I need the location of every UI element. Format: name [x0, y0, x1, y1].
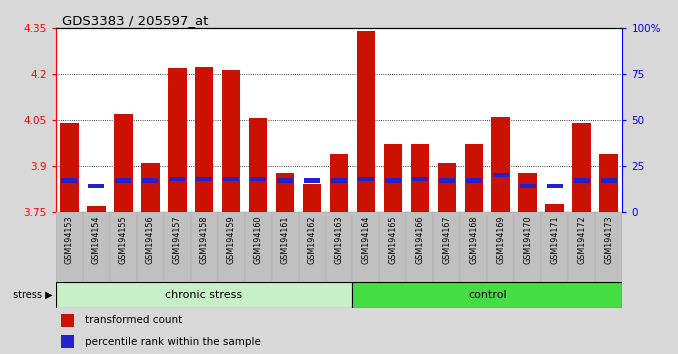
Text: GSM194169: GSM194169	[496, 215, 505, 264]
Bar	[196, 177, 212, 181]
Bar	[56, 282, 353, 308]
Bar	[380, 212, 407, 282]
Bar	[433, 212, 460, 282]
Bar	[466, 178, 482, 183]
Bar	[61, 178, 77, 183]
Bar	[331, 178, 347, 183]
Bar	[353, 282, 622, 308]
Bar	[385, 178, 401, 183]
Bar	[492, 117, 511, 212]
Bar	[515, 212, 542, 282]
Bar	[410, 144, 429, 212]
Bar	[110, 212, 136, 282]
Bar	[542, 212, 568, 282]
Bar	[142, 178, 158, 183]
Bar	[302, 184, 321, 212]
Text: GSM194158: GSM194158	[199, 215, 209, 264]
Bar	[439, 178, 455, 183]
Bar	[358, 177, 374, 181]
Bar	[384, 144, 403, 212]
Bar	[460, 212, 487, 282]
Text: GSM194172: GSM194172	[578, 215, 586, 264]
Text: GSM194159: GSM194159	[226, 215, 235, 264]
Bar	[353, 212, 380, 282]
Text: GSM194170: GSM194170	[523, 215, 532, 264]
Bar	[223, 177, 239, 181]
Text: GSM194171: GSM194171	[551, 215, 559, 264]
Text: GSM194156: GSM194156	[146, 215, 155, 264]
Bar	[140, 163, 159, 212]
Bar	[191, 212, 218, 282]
Text: GSM194153: GSM194153	[64, 215, 74, 264]
Bar	[493, 173, 509, 177]
Bar	[60, 123, 79, 212]
Text: GSM194155: GSM194155	[119, 215, 127, 264]
Bar	[87, 206, 106, 212]
Bar	[222, 70, 241, 212]
Bar	[271, 212, 298, 282]
Bar	[572, 123, 591, 212]
Bar	[464, 144, 483, 212]
Bar	[520, 184, 536, 188]
Bar	[275, 173, 294, 212]
Text: GSM194157: GSM194157	[173, 215, 182, 264]
Bar	[330, 154, 348, 212]
Bar	[163, 212, 191, 282]
Text: chronic stress: chronic stress	[165, 290, 243, 300]
Bar	[357, 32, 376, 212]
Bar	[595, 212, 622, 282]
Bar	[61, 314, 74, 327]
Bar	[218, 212, 245, 282]
Bar	[568, 212, 595, 282]
Bar	[114, 114, 132, 212]
Text: GDS3383 / 205597_at: GDS3383 / 205597_at	[62, 13, 209, 27]
Bar	[83, 212, 110, 282]
Bar	[519, 173, 538, 212]
Bar	[547, 184, 563, 188]
Bar	[599, 154, 618, 212]
Bar	[136, 212, 163, 282]
Text: GSM194167: GSM194167	[443, 215, 452, 264]
Bar	[407, 212, 433, 282]
Bar	[304, 178, 320, 183]
Text: GSM194163: GSM194163	[334, 215, 344, 264]
Bar	[88, 184, 104, 188]
Text: control: control	[468, 290, 506, 300]
Bar	[601, 178, 617, 183]
Bar	[250, 177, 266, 181]
Bar	[574, 178, 590, 183]
Bar	[437, 163, 456, 212]
Text: GSM194164: GSM194164	[361, 215, 370, 264]
Bar	[546, 204, 564, 212]
Bar	[195, 67, 214, 212]
Bar	[245, 212, 271, 282]
Bar	[61, 335, 74, 348]
Bar	[169, 177, 185, 181]
Bar	[277, 178, 293, 183]
Text: GSM194154: GSM194154	[92, 215, 100, 264]
Bar	[249, 119, 268, 212]
Text: GSM194166: GSM194166	[416, 215, 424, 264]
Text: GSM194173: GSM194173	[604, 215, 614, 264]
Bar	[167, 68, 186, 212]
Text: GSM194162: GSM194162	[308, 215, 317, 264]
Text: transformed count: transformed count	[85, 315, 182, 325]
Text: GSM194161: GSM194161	[281, 215, 290, 264]
Text: GSM194168: GSM194168	[469, 215, 479, 264]
Bar	[412, 177, 428, 181]
Bar	[56, 212, 83, 282]
Bar	[325, 212, 353, 282]
Text: percentile rank within the sample: percentile rank within the sample	[85, 337, 261, 347]
Bar	[487, 212, 515, 282]
Text: GSM194165: GSM194165	[388, 215, 397, 264]
Text: GSM194160: GSM194160	[254, 215, 262, 264]
Text: stress ▶: stress ▶	[13, 290, 52, 300]
Bar	[115, 178, 131, 183]
Bar	[298, 212, 325, 282]
